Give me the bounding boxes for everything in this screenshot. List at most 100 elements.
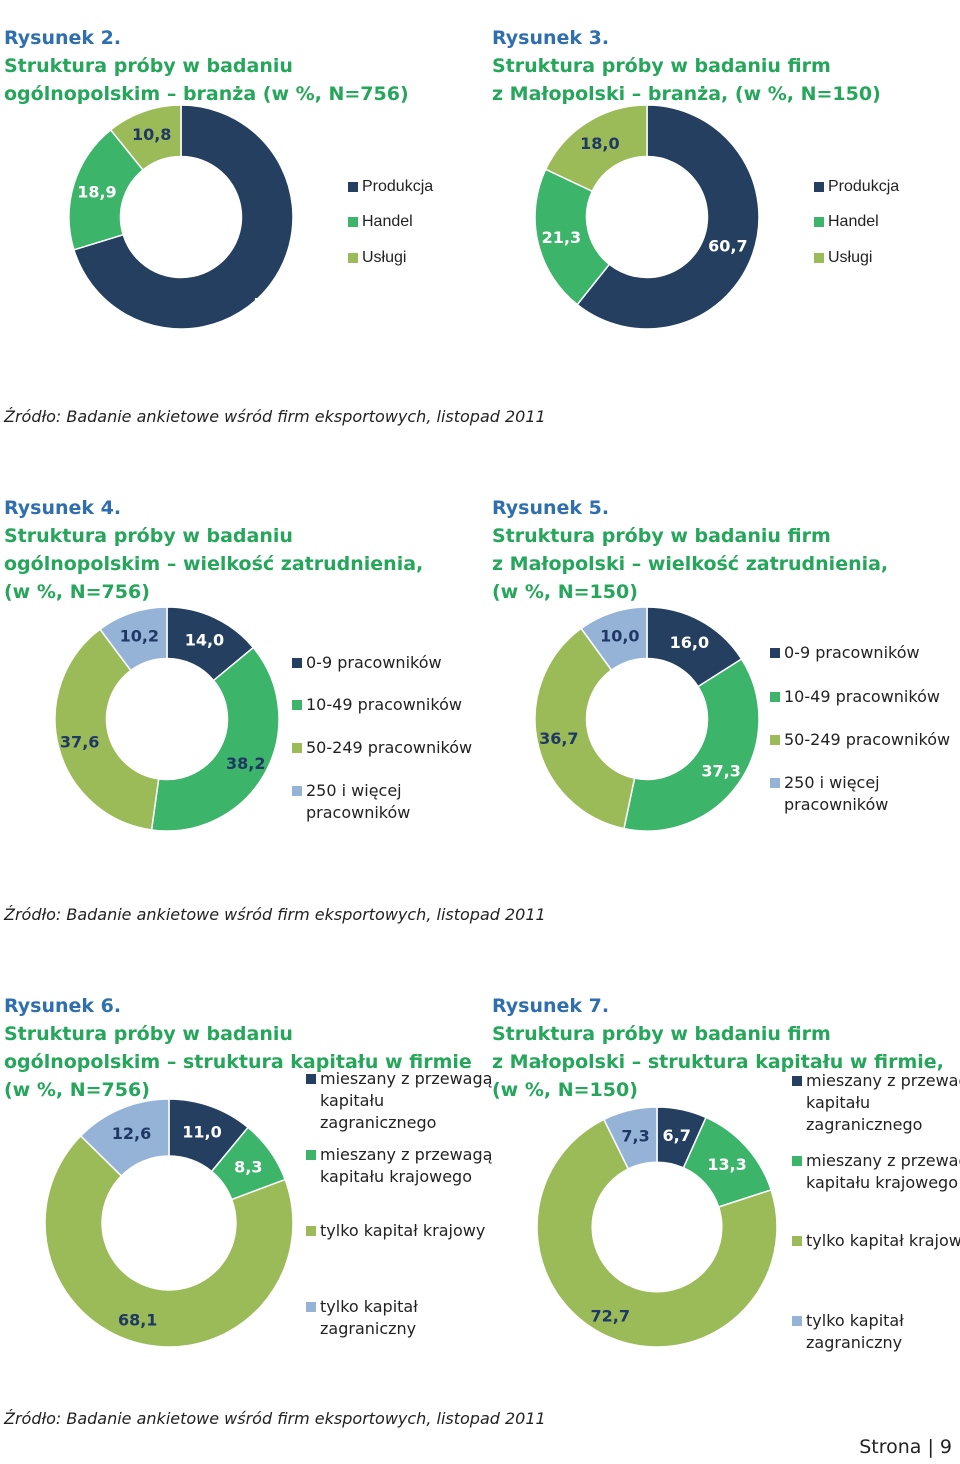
figure-6-title-text: Struktura próby w badaniu ogólnopolskim … [4, 1023, 472, 1101]
legend-item-250-i-więcej-pracowników: 250 i więcej pracowników [770, 772, 960, 816]
figure-7-title: Rysunek 7. Struktura próby w badaniu fir… [492, 964, 960, 1104]
legend-swatch [292, 700, 302, 710]
legend-label: Handel [362, 213, 413, 230]
legend-swatch [770, 648, 780, 658]
page-footer: Strona | 9 [859, 1436, 952, 1458]
legend-swatch [292, 658, 302, 668]
legend-swatch [814, 253, 824, 263]
data-label-250-i-więcej-pracowników: 10,0 [600, 626, 639, 645]
data-label-0-9-pracowników: 14,0 [185, 630, 224, 649]
legend-swatch [770, 692, 780, 702]
figure-4-title-text: Struktura próby w badaniu ogólnopolskim … [4, 525, 424, 603]
figure-6-title: Rysunek 6. Struktura próby w badaniu ogó… [4, 964, 474, 1104]
data-label-tylko-kapitał-krajowy: 72,7 [591, 1306, 630, 1325]
donut-slice-usługi [544, 104, 648, 193]
figure-5-title-text: Struktura próby w badaniu firm z Małopol… [492, 525, 889, 603]
donut-slice-10-49-pracowników [150, 646, 280, 832]
legend-item-mieszany-z-przewagą-kapitału-krajowego: mieszany z przewagą kapitału krajowego [306, 1144, 506, 1188]
figure-3-title-text: Struktura próby w badaniu firm z Małopol… [492, 55, 881, 105]
legend-label: mieszany z przewagą kapitału krajowego [320, 1145, 493, 1186]
donut-slice-tylko-kapitał-zagraniczny [79, 1098, 170, 1178]
legend-label: mieszany z przewagą kapitału zagraniczne… [806, 1071, 960, 1134]
legend-item-10-49-pracowników: 10-49 pracowników [770, 686, 960, 708]
figure-7-title-text: Struktura próby w badaniu firm z Małopol… [492, 1023, 944, 1101]
legend-item-tylko-kapitał-krajowy: tylko kapitał krajowy [306, 1220, 506, 1242]
data-label-mieszany-z-przewagą-kapitału-zagranicznego: 11,0 [182, 1122, 221, 1141]
legend-label: 10-49 pracowników [306, 695, 462, 714]
legend-label: Usługi [828, 249, 873, 266]
donut-chart-figure-4: 14,0 38,2 37,6 10,2 [54, 606, 280, 832]
figure-5-number: Rysunek 5. [492, 497, 610, 519]
legend-item-50-249-pracowników: 50-249 pracowników [292, 737, 492, 759]
legend-item-50-249-pracowników: 50-249 pracowników [770, 729, 960, 751]
donut-slice-10-49-pracowników [623, 657, 760, 832]
legend-item-0-9-pracowników: 0-9 pracowników [770, 642, 960, 664]
legend-label: 50-249 pracowników [784, 730, 951, 749]
legend-item-mieszany-z-przewagą-kapitału-zagranicznego: mieszany z przewagą kapitału zagraniczne… [306, 1068, 506, 1134]
legend-label: tylko kapitał krajowy [320, 1221, 486, 1240]
data-label-mieszany-z-przewagą-kapitału-krajowego: 8,3 [234, 1158, 262, 1177]
legend-item-usługi: Usługi [814, 247, 960, 269]
donut-slice-50-249-pracowników [534, 627, 636, 830]
legend-label: 250 i więcej pracowników [784, 773, 889, 814]
legend-swatch [770, 735, 780, 745]
figure-6-number: Rysunek 6. [4, 995, 122, 1017]
page-number: 9 [939, 1436, 952, 1458]
page-footer-separator: | [927, 1436, 934, 1458]
legend-swatch [348, 253, 358, 263]
legend-item-handel: Handel [348, 211, 548, 233]
data-label-0-9-pracowników: 16,0 [670, 633, 709, 652]
legend-swatch [814, 182, 824, 192]
legend-swatch [306, 1302, 316, 1312]
donut-slice-250-i-więcej-pracowników [580, 606, 648, 672]
source-note-2: Źródło: Badanie ankietowe wśród firm eks… [4, 905, 546, 924]
legend-item-produkcja: Produkcja [348, 176, 548, 198]
donut-slice-250-i-więcej-pracowników [98, 606, 168, 672]
legend-swatch [292, 786, 302, 796]
data-label-50-249-pracowników: 36,7 [539, 729, 578, 748]
legend-item-mieszany-z-przewagą-kapitału-zagranicznego: mieszany z przewagą kapitału zagraniczne… [792, 1070, 960, 1136]
legend-item-0-9-pracowników: 0-9 pracowników [292, 652, 492, 674]
figure-4-title: Rysunek 4. Struktura próby w badaniu ogó… [4, 466, 474, 606]
data-label-mieszany-z-przewagą-kapitału-krajowego: 13,3 [707, 1155, 746, 1174]
legend-swatch [306, 1150, 316, 1160]
donut-slice-tylko-kapitał-zagraniczny [602, 1106, 658, 1170]
legend-label: mieszany z przewagą kapitału zagraniczne… [320, 1069, 493, 1132]
legend-label: tylko kapitał krajowy [806, 1231, 960, 1250]
donut-slice-50-249-pracowników [54, 628, 160, 831]
legend-swatch [306, 1074, 316, 1084]
legend-label: mieszany z przewagą kapitału krajowego [806, 1151, 960, 1192]
source-note-3: Źródło: Badanie ankietowe wśród firm eks… [4, 1409, 546, 1428]
data-label-usługi: 18,0 [580, 134, 619, 153]
donut-chart-figure-6: 11,0 8,3 68,1 12,6 [44, 1098, 294, 1348]
legend-swatch [792, 1076, 802, 1086]
legend-label: 50-249 pracowników [306, 738, 473, 757]
legend-label: tylko kapitał zagraniczny [320, 1297, 418, 1338]
legend-label: Usługi [362, 249, 407, 266]
donut-chart-figure-5: 16,0 37,3 36,7 10,0 [534, 606, 760, 832]
data-label-mieszany-z-przewagą-kapitału-zagranicznego: 6,7 [663, 1126, 691, 1145]
legend-item-mieszany-z-przewagą-kapitału-krajowego: mieszany z przewagą kapitału krajowego [792, 1150, 960, 1194]
legend-swatch [348, 217, 358, 227]
legend-label: tylko kapitał zagraniczny [806, 1311, 904, 1352]
figure-2-title: Rysunek 2. Struktura próby w badaniu ogó… [4, 0, 474, 108]
legend-label: 0-9 pracowników [784, 643, 920, 662]
donut-chart-figure-7: 6,7 13,3 72,7 7,3 [536, 1106, 778, 1348]
data-label-produkcja: 60,7 [708, 236, 747, 255]
data-label-handel: 21,3 [542, 228, 581, 247]
figure-3-title: Rysunek 3. Struktura próby w badaniu fir… [492, 0, 960, 108]
source-note-1: Źródło: Badanie ankietowe wśród firm eks… [4, 407, 546, 426]
legend-swatch [348, 182, 358, 192]
legend-item-250-i-więcej-pracowników: 250 i więcej pracowników [292, 780, 492, 824]
legend-item-tylko-kapitał-krajowy: tylko kapitał krajowy [792, 1230, 960, 1252]
figure-3-number: Rysunek 3. [492, 27, 610, 49]
legend-label: Handel [828, 213, 879, 230]
data-label-tylko-kapitał-krajowy: 68,1 [118, 1310, 157, 1329]
data-label-tylko-kapitał-zagraniczny: 7,3 [621, 1126, 649, 1145]
legend-swatch [814, 217, 824, 227]
legend-label: 10-49 pracowników [784, 687, 940, 706]
data-label-10-49-pracowników: 38,2 [226, 754, 265, 773]
legend-swatch [306, 1226, 316, 1236]
figure-7-number: Rysunek 7. [492, 995, 610, 1017]
data-label-handel: 18,9 [77, 182, 116, 201]
